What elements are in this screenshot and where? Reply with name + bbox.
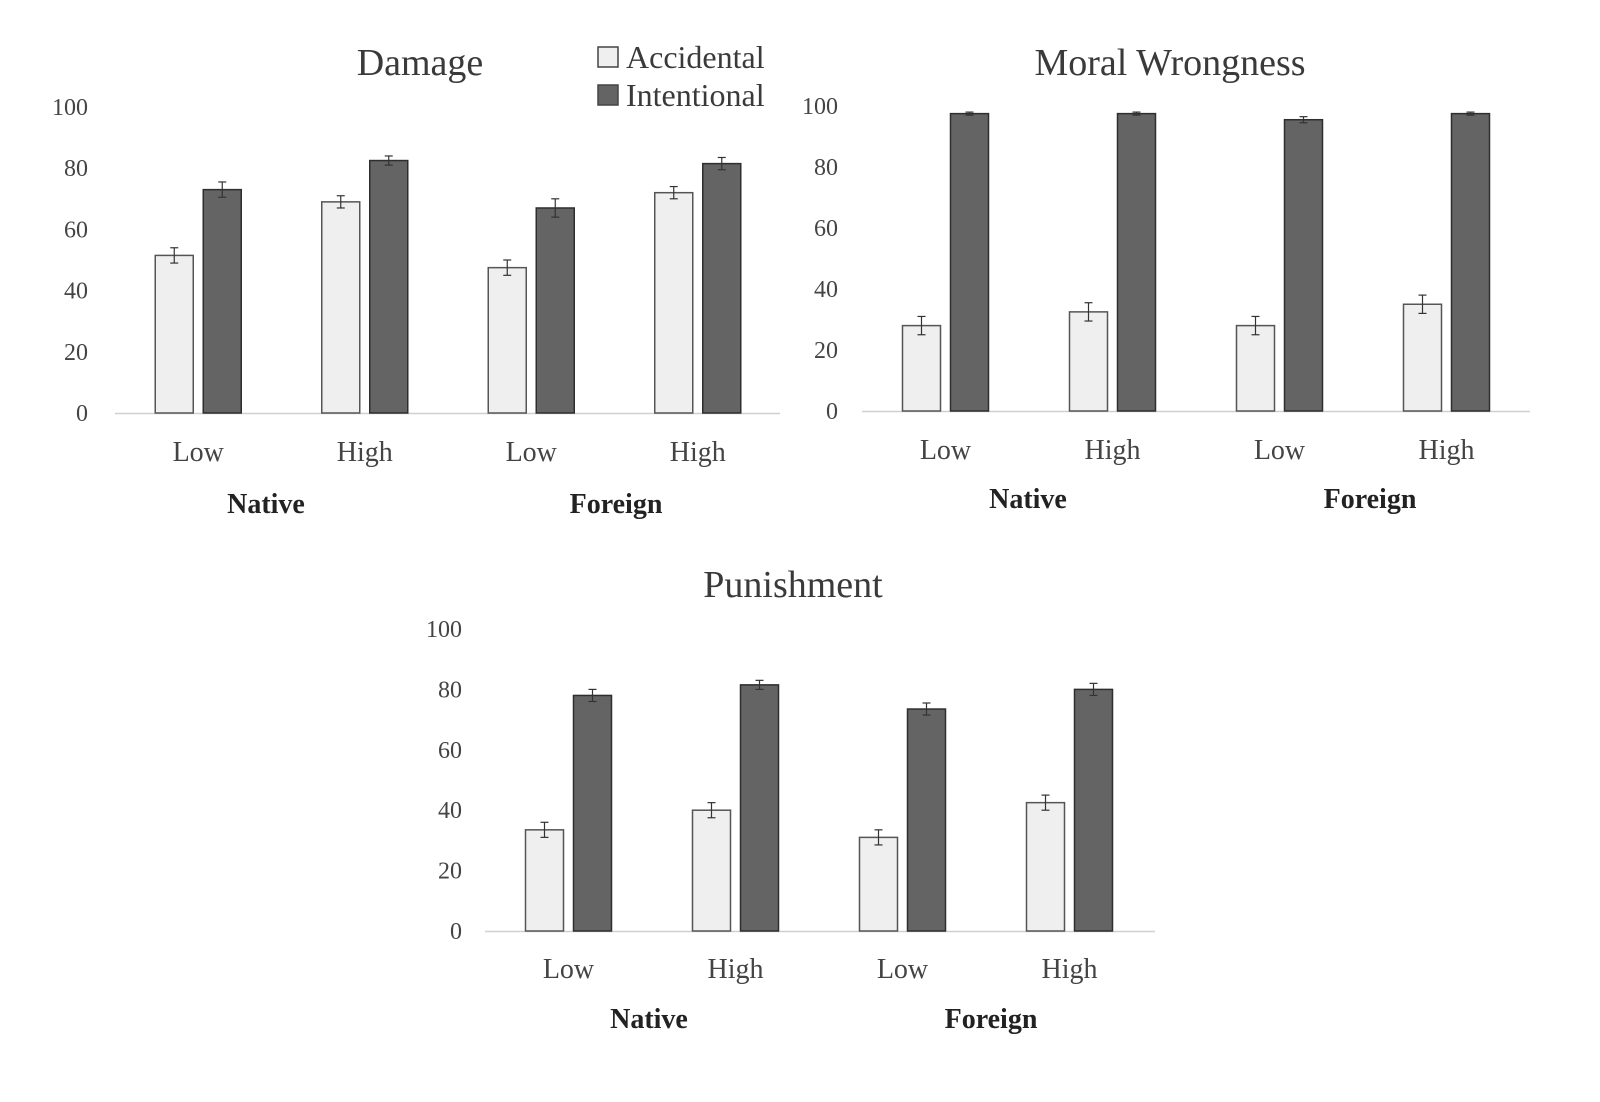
bar-intentional (949, 112, 990, 412)
y-tick-label: 20 (814, 338, 838, 364)
y-tick-label: 60 (814, 216, 838, 242)
y-tick-label: 0 (76, 401, 88, 427)
y-tick-label: 40 (814, 277, 838, 303)
bar-intentional (739, 684, 780, 932)
x-category-label: Low (506, 437, 558, 468)
legend-swatch-intentional (597, 84, 619, 106)
x-category-label: Low (173, 437, 225, 468)
y-tick-label: 40 (64, 279, 88, 305)
y-tick-label: 20 (64, 340, 88, 366)
bar-intentional (369, 159, 409, 414)
x-category-label: Low (877, 954, 929, 985)
y-tick-label: 60 (64, 217, 88, 243)
x-category-label: High (1042, 954, 1098, 985)
bar-accidental (654, 191, 694, 414)
bar-intentional (1073, 688, 1114, 932)
bar-accidental (1402, 303, 1443, 412)
chart-panel-damage: Damage 0 20 40 60 80 100 Low High Low High Native Fo… (52, 42, 780, 520)
x-category-label: High (1419, 435, 1475, 466)
chart-title: Damage (357, 42, 484, 84)
bar-intentional (906, 708, 947, 932)
x-group-label: Foreign (945, 1004, 1038, 1035)
bar-accidental (524, 829, 565, 932)
bar-intentional (702, 162, 742, 414)
chart-title: Punishment (703, 564, 883, 606)
bar-accidental (691, 809, 732, 932)
y-tick-label: 80 (438, 677, 462, 703)
y-tick-label: 100 (52, 95, 88, 121)
y-tick-label: 60 (438, 738, 462, 764)
bar-accidental (1068, 311, 1109, 412)
chart-panel-moral-wrongness: Moral Wrongness 0 20 40 60 80 100 Low High Low Hig… (802, 42, 1530, 515)
x-category-label: High (1085, 435, 1141, 466)
x-group-label: Foreign (1324, 484, 1417, 515)
x-category-label: Low (543, 954, 595, 985)
bar-intentional (572, 694, 613, 932)
bar-accidental (321, 201, 361, 414)
legend-label-accidental: Accidental (626, 39, 765, 75)
y-tick-label: 0 (450, 919, 462, 945)
x-category-label: High (337, 437, 393, 468)
x-group-label: Native (989, 484, 1067, 515)
y-tick-label: 80 (814, 155, 838, 181)
y-tick-label: 100 (426, 617, 462, 643)
y-tick-label: 0 (826, 399, 838, 425)
x-category-label: High (670, 437, 726, 468)
bar-intentional (202, 188, 242, 414)
bar-intentional (1283, 118, 1324, 412)
x-category-label: Low (920, 435, 972, 466)
legend-swatch-accidental (597, 46, 619, 68)
bar-accidental (858, 836, 899, 932)
y-tick-label: 40 (438, 798, 462, 824)
bar-accidental (901, 324, 942, 412)
y-tick-label: 80 (64, 156, 88, 182)
x-category-label: High (708, 954, 764, 985)
chart-panel-punishment: Punishment 0 20 40 60 80 100 Low High Low High Nati… (426, 564, 1155, 1035)
y-tick-label: 100 (802, 94, 838, 120)
x-category-label: Low (1254, 435, 1306, 466)
bar-accidental (154, 254, 194, 414)
bar-accidental (487, 266, 527, 414)
y-tick-label: 20 (438, 859, 462, 885)
bar-intentional (1116, 112, 1157, 412)
x-group-label: Native (227, 489, 305, 520)
bar-accidental (1025, 801, 1066, 932)
x-group-label: Foreign (570, 489, 663, 520)
bar-intentional (1450, 112, 1491, 412)
chart-title: Moral Wrongness (1034, 42, 1305, 84)
bar-intentional (535, 207, 575, 414)
legend-label-intentional: Intentional (626, 77, 765, 113)
bar-accidental (1235, 324, 1276, 412)
x-group-label: Native (610, 1004, 688, 1035)
